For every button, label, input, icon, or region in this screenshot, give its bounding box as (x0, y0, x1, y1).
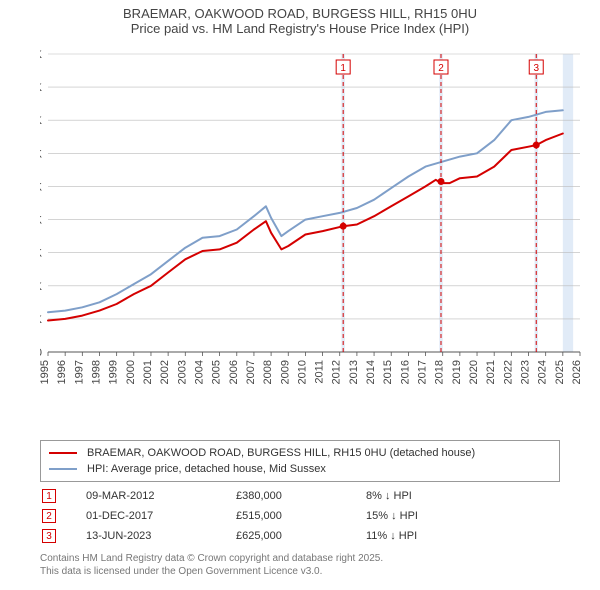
x-tick-label: 2000 (125, 360, 137, 384)
x-tick-label: 2025 (554, 360, 566, 384)
sale-row-delta: 15% ↓ HPI (366, 510, 486, 522)
series-price_paid (48, 134, 563, 321)
shaded-period (563, 54, 573, 352)
chart-container: BRAEMAR, OAKWOOD ROAD, BURGESS HILL, RH1… (0, 0, 600, 590)
title-block: BRAEMAR, OAKWOOD ROAD, BURGESS HILL, RH1… (0, 0, 600, 38)
x-tick-label: 2004 (193, 360, 205, 384)
x-tick-label: 2024 (537, 360, 549, 384)
sale-row-date: 01-DEC-2017 (86, 510, 236, 522)
legend-swatch (49, 468, 77, 470)
sale-row-price: £625,000 (236, 530, 366, 542)
x-tick-label: 1996 (56, 360, 68, 384)
title-line2: Price paid vs. HM Land Registry's House … (0, 21, 600, 36)
legend-label: BRAEMAR, OAKWOOD ROAD, BURGESS HILL, RH1… (87, 447, 475, 459)
y-tick-label: £200K (40, 281, 43, 293)
sale-marker-dot (437, 178, 444, 185)
x-tick-label: 2017 (417, 360, 429, 384)
line-chart: £0 £100K £200K £300K £400K £500K £600K £700K £80… (40, 48, 588, 398)
x-tick-label: 2015 (382, 360, 394, 384)
x-tick-label: 2011 (314, 360, 326, 384)
legend: BRAEMAR, OAKWOOD ROAD, BURGESS HILL, RH1… (40, 440, 560, 482)
sale-row-date: 13-JUN-2023 (86, 530, 236, 542)
x-tick-label: 2022 (502, 360, 514, 384)
x-tick-label: 2020 (468, 360, 480, 384)
sale-row-marker: 2 (42, 509, 56, 523)
x-tick-label: 2019 (451, 360, 463, 384)
sale-row: 3 13-JUN-2023£625,00011% ↓ HPI (40, 526, 560, 546)
x-tick-label: 2006 (228, 360, 240, 384)
x-tick-label: 1997 (73, 360, 85, 384)
sale-marker-num: 3 (533, 63, 539, 74)
sale-marker-num: 2 (438, 63, 444, 74)
sale-row-delta: 11% ↓ HPI (366, 530, 486, 542)
legend-label: HPI: Average price, detached house, Mid … (87, 463, 326, 475)
x-tick-label: 2021 (485, 360, 497, 384)
x-tick-label: 2010 (296, 360, 308, 384)
y-tick-label: £100K (40, 314, 43, 326)
sale-marker-num: 1 (340, 63, 346, 74)
sale-marker-dot (533, 142, 540, 149)
x-tick-label: 2016 (399, 360, 411, 384)
x-tick-label: 1995 (40, 360, 51, 384)
sale-row: 1 09-MAR-2012£380,0008% ↓ HPI (40, 486, 560, 506)
series-hpi (48, 110, 563, 312)
sale-row-price: £380,000 (236, 490, 366, 502)
legend-row: HPI: Average price, detached house, Mid … (49, 461, 551, 477)
sales-table: 1 09-MAR-2012£380,0008% ↓ HPI 2 01-DEC-2017… (40, 486, 560, 546)
x-tick-label: 2013 (348, 360, 360, 384)
x-tick-label: 2001 (142, 360, 154, 384)
y-tick-label: £500K (40, 181, 43, 193)
x-tick-label: 2009 (279, 360, 291, 384)
x-tick-label: 2014 (365, 360, 377, 384)
x-tick-label: 2003 (176, 360, 188, 384)
x-tick-label: 2023 (520, 360, 532, 384)
legend-row: BRAEMAR, OAKWOOD ROAD, BURGESS HILL, RH1… (49, 445, 551, 461)
legend-swatch (49, 452, 77, 454)
x-tick-label: 2008 (262, 360, 274, 384)
y-tick-label: £900K (40, 49, 43, 61)
x-tick-label: 2002 (159, 360, 171, 384)
x-tick-label: 2018 (434, 360, 446, 384)
sale-row-delta: 8% ↓ HPI (366, 490, 486, 502)
sale-row-date: 09-MAR-2012 (86, 490, 236, 502)
y-tick-label: £800K (40, 82, 43, 94)
x-tick-label: 2012 (331, 360, 343, 384)
y-tick-label: £400K (40, 215, 43, 227)
x-tick-label: 1999 (108, 360, 120, 384)
x-tick-label: 2007 (245, 360, 257, 384)
y-tick-label: £700K (40, 115, 43, 127)
x-tick-label: 2026 (571, 360, 583, 384)
y-tick-label: £300K (40, 248, 43, 260)
sale-row-price: £515,000 (236, 510, 366, 522)
y-tick-label: £600K (40, 148, 43, 160)
y-tick-label: £0 (40, 347, 42, 359)
x-tick-label: 2005 (211, 360, 223, 384)
x-tick-label: 1998 (90, 360, 102, 384)
sale-marker-dot (340, 223, 347, 230)
sale-row-marker: 3 (42, 529, 56, 543)
footer-line1: Contains HM Land Registry data © Crown c… (40, 552, 383, 565)
footer: Contains HM Land Registry data © Crown c… (40, 552, 383, 578)
footer-line2: This data is licensed under the Open Gov… (40, 565, 383, 578)
title-line1: BRAEMAR, OAKWOOD ROAD, BURGESS HILL, RH1… (0, 6, 600, 21)
sale-row: 2 01-DEC-2017£515,00015% ↓ HPI (40, 506, 560, 526)
sale-row-marker: 1 (42, 489, 56, 503)
